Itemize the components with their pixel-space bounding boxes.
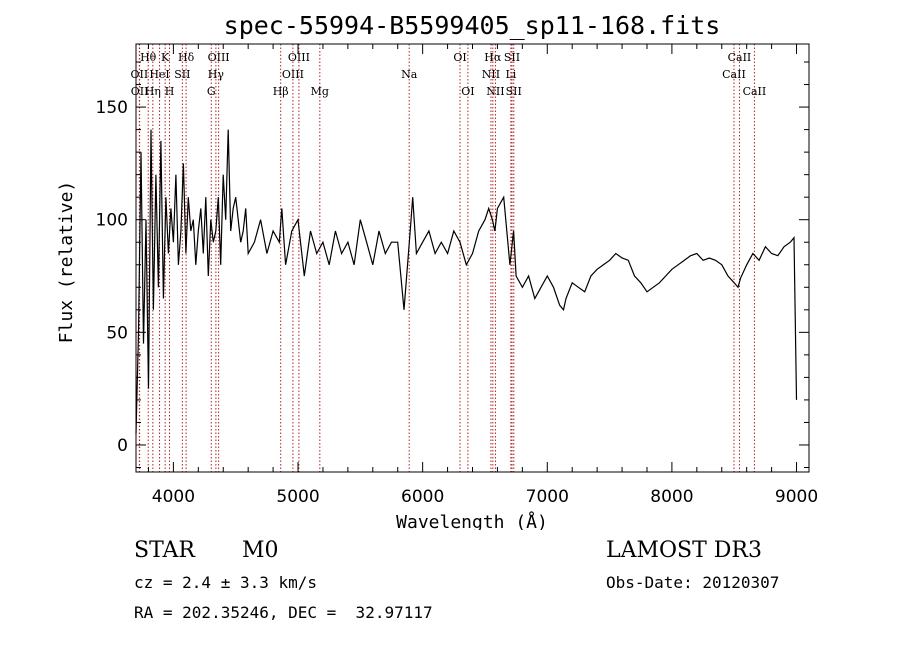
marker-label: K	[161, 51, 170, 64]
object-subclass: M0	[242, 538, 279, 563]
marker-label: Na	[401, 68, 418, 81]
y-tick-label: 0	[117, 436, 128, 456]
y-axis-label: Flux (relative)	[56, 181, 77, 344]
survey-name: LAMOST DR3	[606, 538, 762, 563]
y-tick-label: 150	[96, 98, 128, 118]
marker-label: CaII	[722, 68, 746, 81]
marker-label: NII	[482, 68, 500, 81]
marker-label: Hη	[145, 85, 161, 98]
spectrum-line	[135, 129, 798, 434]
y-tick-label: 100	[96, 211, 128, 231]
marker-label: Hα	[484, 51, 502, 64]
marker-label: OIII	[282, 68, 304, 81]
x-axis-label: Wavelength (Å)	[396, 511, 548, 530]
marker-label: OI	[453, 51, 466, 64]
x-tick-label: 5000	[276, 487, 319, 507]
chart-title: spec-55994-B5599405_sp11-168.fits	[224, 11, 721, 40]
spectrum-chart: spec-55994-B5599405_sp11-168.fits Hθ OII O…	[56, 11, 818, 530]
observation-date: Obs-Date: 20120307	[606, 573, 780, 592]
x-tick-label: 9000	[775, 487, 818, 507]
ra-dec-coordinates: RA = 202.35246, DEC = 32.97117	[134, 603, 433, 622]
marker-label: HeI	[149, 68, 169, 81]
object-class: STAR	[134, 538, 195, 563]
marker-label: Hβ	[273, 85, 289, 98]
marker-label: SII	[174, 68, 190, 81]
marker-label: SII	[506, 85, 522, 98]
marker-label: CaII	[743, 85, 767, 98]
marker-label: Hθ	[140, 51, 157, 64]
x-tick-label: 6000	[401, 487, 444, 507]
marker-label: CaII	[728, 51, 752, 64]
marker-label: H	[165, 85, 175, 98]
marker-label: OIII	[288, 51, 310, 64]
x-tick-label: 7000	[526, 487, 569, 507]
marker-label: G	[207, 85, 216, 98]
marker-label: SII	[504, 51, 520, 64]
marker-label: OI	[461, 85, 474, 98]
marker-label: OII	[131, 85, 149, 98]
marker-label: OIII	[208, 51, 230, 64]
marker-label: OII	[131, 68, 149, 81]
y-axis: 0 50 100 150	[96, 61, 809, 468]
marker-label: Hγ	[208, 68, 225, 81]
redshift-velocity: cz = 2.4 ± 3.3 km/s	[134, 573, 318, 592]
x-tick-label: 8000	[650, 487, 693, 507]
marker-label: Hδ	[178, 51, 195, 64]
marker-label: NII	[486, 85, 504, 98]
marker-label: Li	[505, 68, 516, 81]
line-markers	[138, 44, 755, 472]
x-tick-label: 4000	[152, 487, 195, 507]
x-axis: 4000 5000 6000 7000 8000 9000	[147, 44, 818, 507]
marker-label: Mg	[311, 85, 329, 98]
y-tick-label: 50	[106, 323, 128, 343]
